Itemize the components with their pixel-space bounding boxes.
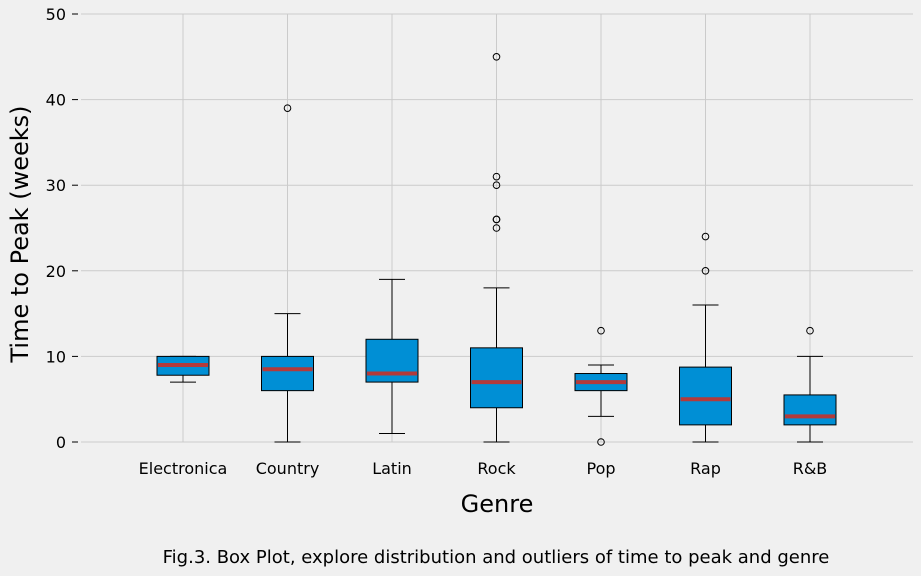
box-series xyxy=(156,53,837,446)
box-rap xyxy=(679,232,732,443)
y-tick-label: 10 xyxy=(46,347,66,366)
y-tick-label: 30 xyxy=(46,176,66,195)
box-pop xyxy=(574,326,628,446)
x-tick-label: Electronica xyxy=(139,459,228,478)
y-tick-label: 20 xyxy=(46,262,66,281)
x-tick-label: Country xyxy=(256,459,320,478)
iqr-box xyxy=(470,347,523,409)
outlier-point xyxy=(701,267,710,275)
box-rock xyxy=(470,53,523,443)
outlier-point xyxy=(492,53,501,61)
box-electronica xyxy=(156,355,210,383)
outlier-point xyxy=(806,326,814,335)
box-r-b xyxy=(783,326,837,443)
outlier-point xyxy=(492,172,501,181)
outlier-point xyxy=(492,181,501,189)
iqr-box xyxy=(679,366,732,426)
outlier-point xyxy=(492,224,501,232)
y-tick-label: 40 xyxy=(46,91,66,110)
y-axis-label: Time to Peak (weeks) xyxy=(6,106,34,364)
box-latin xyxy=(365,278,419,434)
y-axis-ticks: 0 10 20 30 40 50 xyxy=(46,5,78,452)
x-tick-label: Rap xyxy=(690,459,721,478)
figure-caption: Fig.3. Box Plot, explore distribution an… xyxy=(162,547,830,568)
x-axis-ticks: Electronica Country Latin Rock Pop Rap R&B xyxy=(139,459,828,478)
outlier-point xyxy=(492,215,501,224)
y-tick-label: 0 xyxy=(56,433,66,452)
outlier-point xyxy=(283,104,292,112)
outlier-point xyxy=(597,326,605,335)
outlier-point xyxy=(701,232,710,241)
outlier-point xyxy=(597,438,605,446)
x-tick-label: Latin xyxy=(372,459,412,478)
x-tick-label: Rock xyxy=(477,459,516,478)
iqr-box xyxy=(261,355,314,392)
x-tick-label: Pop xyxy=(586,459,615,478)
box-country xyxy=(261,104,314,443)
y-tick-label: 50 xyxy=(46,5,66,24)
x-tick-label: R&B xyxy=(793,459,828,478)
iqr-box xyxy=(365,338,419,383)
iqr-box xyxy=(783,394,837,426)
x-axis-label: Genre xyxy=(461,490,534,518)
